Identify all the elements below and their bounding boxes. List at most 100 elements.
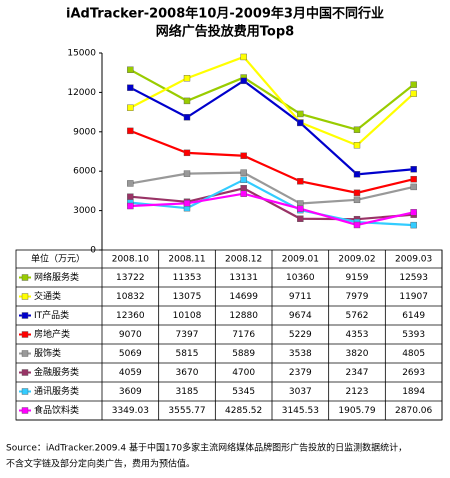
point-marker (127, 193, 134, 200)
point-marker (127, 202, 134, 210)
legend-marker (21, 331, 29, 338)
table-cell: 3538 (289, 349, 312, 359)
table-cell: 10832 (116, 292, 145, 302)
table-cell: 9711 (289, 292, 312, 302)
table-cell: 4353 (346, 330, 369, 340)
table-cell: 3185 (176, 387, 199, 397)
table-cell: 7176 (232, 330, 255, 340)
table-cell: 3555.77 (168, 406, 205, 416)
legend-marker (21, 274, 29, 281)
table-cell: 1894 (402, 387, 425, 397)
table-cell: 4059 (119, 368, 142, 378)
legend-label: 房地产类 (34, 328, 70, 340)
x-tick-label: 2009.03 (395, 255, 432, 265)
point-marker (127, 180, 134, 187)
x-tick-label: 2009.01 (282, 255, 319, 265)
y-tick-label: 3000 (73, 206, 96, 216)
point-marker (297, 110, 304, 118)
table-cell: 2379 (289, 368, 312, 378)
legend-label: 食品饮料类 (34, 404, 79, 416)
table-cell: 9674 (289, 311, 312, 321)
table-cell: 2123 (346, 387, 369, 397)
legend-label: 交通类 (34, 290, 61, 302)
legend-label: 服饰类 (34, 347, 61, 359)
point-marker (183, 97, 191, 105)
legend-marker (21, 293, 29, 300)
table-cell: 4805 (402, 349, 425, 359)
table-cell: 5345 (232, 387, 255, 397)
point-marker (183, 114, 191, 121)
series-line (130, 187, 414, 221)
table-cell: 6149 (402, 311, 425, 321)
point-marker (410, 175, 417, 183)
legend-marker (21, 407, 29, 414)
table-cell: 11907 (399, 292, 428, 302)
point-marker (240, 152, 247, 159)
point-marker (410, 183, 417, 191)
legend-marker (21, 388, 29, 395)
point-marker (353, 221, 361, 229)
point-marker (240, 185, 247, 192)
source-note: 不含文字链及部分定向类广告，费用为预估值。 (6, 458, 195, 470)
series-line (130, 171, 414, 205)
point-marker (240, 53, 247, 61)
point-marker (183, 75, 191, 82)
legend-marker (21, 350, 29, 357)
table-cell: 10108 (173, 311, 202, 321)
chart-title: iAdTracker-2008年10月-2009年3月中国不同行业 (66, 6, 384, 22)
x-tick-label: 2008.11 (168, 255, 205, 265)
table-cell: 3820 (346, 349, 369, 359)
table-cell: 3037 (289, 387, 312, 397)
point-marker (183, 149, 191, 157)
table-cell: 12880 (229, 311, 258, 321)
y-tick-label: 0 (90, 246, 96, 256)
x-tick-label: 2008.12 (225, 255, 262, 265)
point-marker (353, 142, 361, 149)
table-cell: 14699 (229, 292, 258, 302)
source-note: Source：iAdTracker.2009.4 基于中国170多家主流网络媒体… (6, 442, 407, 454)
table-cell: 3349.03 (112, 406, 149, 416)
point-marker (353, 196, 361, 204)
y-tick-label: 12000 (67, 88, 96, 98)
table-cell: 5069 (119, 349, 142, 359)
table-cell: 2347 (346, 368, 369, 378)
point-marker (127, 104, 134, 111)
legend-marker (21, 312, 29, 319)
point-marker (410, 90, 417, 97)
table-cell: 5889 (232, 349, 255, 359)
legend-label: 金融服务类 (34, 366, 79, 378)
unit-label: 单位（万元） (31, 253, 85, 265)
legend-label: IT产品类 (34, 309, 69, 321)
table-cell: 2693 (402, 368, 425, 378)
series-line (129, 129, 414, 194)
point-marker (410, 221, 417, 229)
table-cell: 7397 (176, 330, 199, 340)
point-marker (410, 166, 417, 173)
legend-marker (21, 369, 29, 376)
point-marker (183, 170, 191, 177)
point-marker (353, 171, 361, 178)
legend-label: 网络服务类 (34, 271, 79, 283)
point-marker (183, 200, 191, 207)
series-line (129, 68, 415, 131)
table-cell: 3670 (176, 368, 199, 378)
table-cell: 7979 (346, 292, 369, 302)
point-marker (127, 66, 134, 73)
point-marker (240, 77, 247, 85)
table-cell: 12360 (116, 311, 145, 321)
point-marker (353, 126, 361, 133)
y-tick-label: 9000 (73, 127, 96, 137)
table-cell: 5762 (346, 311, 369, 321)
point-marker (410, 209, 417, 216)
point-marker (240, 176, 247, 184)
table-cell: 11353 (173, 273, 202, 283)
series-line (129, 55, 415, 147)
point-marker (127, 127, 134, 135)
y-tick-label: 15000 (67, 49, 96, 59)
table-cell: 4700 (232, 368, 255, 378)
series-line (129, 79, 414, 176)
chart-subtitle: 网络广告投放费用Top8 (156, 24, 294, 40)
table-cell: 3609 (119, 387, 142, 397)
